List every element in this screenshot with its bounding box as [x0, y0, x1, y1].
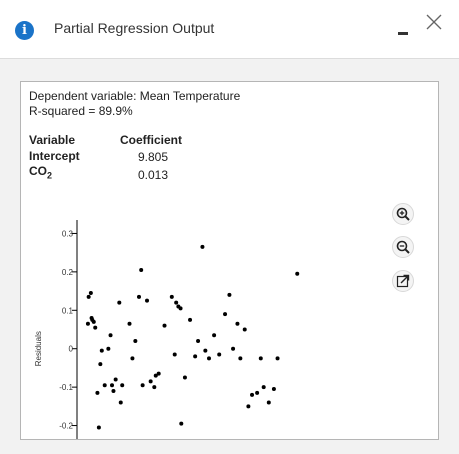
data-point — [295, 271, 300, 276]
co2-coefficient: 0.013 — [138, 168, 169, 182]
data-point — [231, 346, 236, 351]
co2-label: CO2 — [29, 164, 52, 180]
data-point — [196, 339, 201, 344]
data-point — [152, 385, 157, 390]
data-point — [88, 291, 93, 295]
data-point — [85, 321, 90, 326]
zoom-in-button[interactable] — [392, 203, 414, 225]
y-tick-label: 0.1 — [62, 306, 74, 315]
data-point — [178, 306, 183, 311]
data-point — [182, 375, 187, 380]
data-point — [162, 323, 167, 328]
data-point — [110, 383, 115, 388]
magnifier-plus-icon — [396, 207, 410, 221]
dependent-variable-text: Dependent variable: Mean Temperature — [29, 89, 241, 103]
y-tick-label: 0.2 — [62, 268, 74, 277]
title-bar: i Partial Regression Output — [0, 0, 459, 59]
data-point — [86, 294, 91, 299]
data-point — [93, 325, 98, 330]
data-point — [117, 300, 122, 305]
intercept-label: Intercept — [29, 149, 80, 163]
data-point — [238, 356, 243, 361]
data-point — [106, 346, 111, 351]
magnifier-minus-icon — [396, 240, 410, 254]
co2-label-subscript: 2 — [47, 170, 53, 181]
y-tick-label: -0.1 — [59, 383, 73, 392]
data-point — [258, 356, 263, 361]
data-point — [246, 404, 251, 409]
data-point — [156, 371, 161, 376]
data-point — [148, 379, 153, 384]
r-squared-text: R-squared = 89.9% — [29, 104, 133, 118]
y-tick-label: -0.2 — [59, 422, 73, 431]
data-point — [212, 333, 217, 338]
co2-label-main: CO — [29, 164, 47, 178]
data-point — [250, 392, 255, 397]
data-point — [108, 333, 113, 338]
data-point — [140, 383, 145, 388]
data-point — [217, 352, 222, 357]
data-point — [271, 387, 276, 392]
window-title: Partial Regression Output — [54, 20, 215, 36]
data-point — [139, 267, 144, 272]
data-point — [235, 321, 240, 326]
data-point — [118, 400, 123, 405]
data-point — [153, 373, 158, 378]
info-icon: i — [15, 21, 34, 40]
data-point — [266, 400, 271, 405]
data-point — [136, 294, 141, 299]
data-point — [98, 362, 103, 367]
intercept-coefficient: 9.805 — [138, 150, 169, 164]
data-point — [242, 327, 247, 332]
popout-button[interactable] — [392, 270, 414, 292]
data-point — [200, 244, 205, 249]
regression-panel: Dependent variable: Mean Temperature R-s… — [20, 81, 439, 440]
coefficient-column-header: Coefficient — [120, 133, 183, 147]
data-point — [172, 352, 177, 357]
data-point — [111, 388, 116, 393]
data-point — [91, 319, 96, 324]
data-point — [188, 317, 193, 322]
data-point — [113, 377, 118, 382]
data-point — [133, 339, 138, 344]
close-icon — [426, 14, 442, 30]
data-point — [255, 390, 260, 395]
data-point — [120, 383, 125, 388]
close-button[interactable] — [424, 12, 444, 32]
data-point — [275, 356, 280, 361]
data-point — [206, 356, 211, 361]
data-point — [193, 354, 198, 359]
data-point — [145, 298, 150, 303]
data-point — [102, 383, 107, 388]
data-point — [174, 300, 179, 305]
data-point — [127, 321, 132, 326]
residual-scatter-plot: 0.3 0.2 0.1 0 -0.1 -0.2 Residuals — [34, 220, 300, 439]
popout-arrow-icon — [396, 274, 410, 288]
y-tick-label: 0.3 — [62, 229, 74, 238]
data-point — [223, 312, 228, 317]
variable-column-header: Variable — [29, 133, 76, 147]
y-tick-label: 0 — [69, 345, 74, 354]
minimize-button[interactable] — [395, 22, 411, 38]
content-area: Dependent variable: Mean Temperature R-s… — [0, 59, 459, 454]
data-point — [130, 356, 135, 361]
data-point — [227, 292, 232, 297]
y-axis-label: Residuals — [34, 331, 43, 366]
data-point — [261, 385, 266, 390]
data-point — [203, 348, 208, 353]
zoom-out-button[interactable] — [392, 236, 414, 258]
data-point — [99, 348, 104, 353]
data-point — [179, 421, 184, 426]
data-point — [96, 425, 101, 430]
data-point — [169, 294, 174, 299]
data-point — [95, 390, 100, 395]
